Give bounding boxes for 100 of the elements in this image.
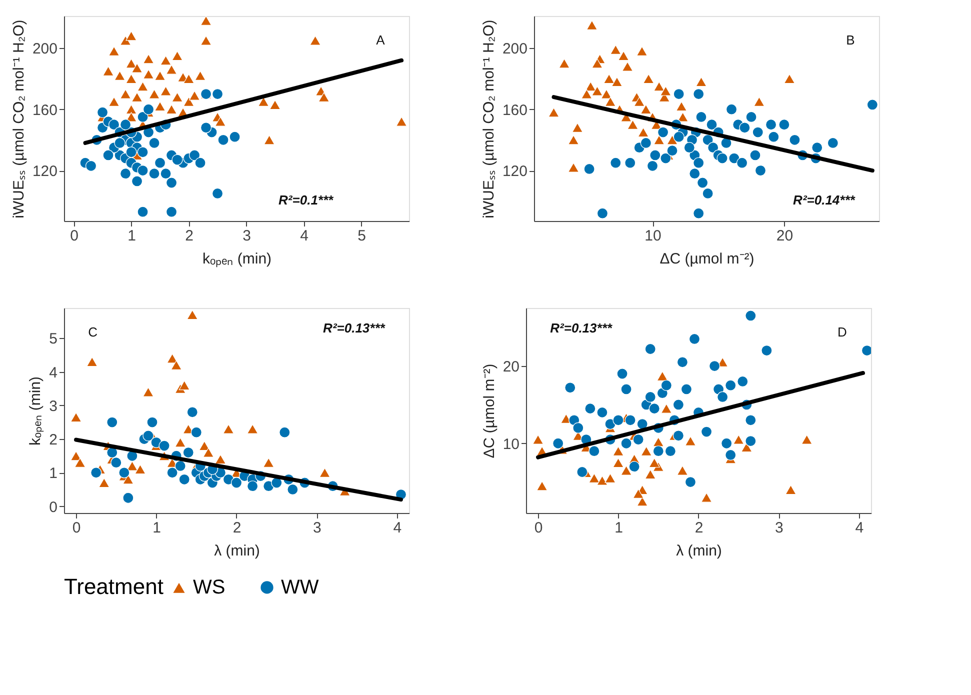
point [693,88,704,100]
point [126,74,137,84]
point [212,188,224,199]
y-tick-label: 5 [49,330,58,348]
legend-title: Treatment [64,574,164,599]
x-tick-label: 1 [128,228,136,244]
point [592,86,603,96]
point [85,160,97,172]
y-axis-title: ΔC (µmol m⁻²) [480,364,498,458]
point [126,104,137,114]
point [214,116,226,126]
x-tick-label: 0 [72,520,81,536]
point [98,478,110,488]
point [586,20,598,30]
point [108,46,120,56]
point [640,446,652,456]
point [622,62,634,72]
point [600,89,612,99]
point [584,403,596,414]
annotation: A [376,32,386,48]
point [778,119,790,130]
point [680,384,692,395]
x-tick-label: 4 [300,228,308,244]
point [721,438,732,449]
point [230,477,242,488]
point [700,426,712,438]
x-tick-label: 0 [534,520,543,536]
point [172,50,183,61]
point [664,446,676,457]
point [752,126,764,138]
point [146,416,158,428]
point [634,96,645,107]
point [200,122,212,134]
point [160,168,172,180]
point [648,403,660,414]
point [120,168,132,180]
point [247,424,258,434]
annotation: R²=0.1*** [278,192,334,208]
point [194,157,206,168]
point [154,101,166,112]
point [318,92,330,102]
point [126,146,137,158]
point [725,449,736,461]
point [148,168,160,180]
point [654,135,665,145]
point [120,119,132,130]
point [654,82,665,92]
x-axis-title: kₒₚₑₙ (min) [202,250,272,268]
point [684,142,695,154]
point [693,208,704,219]
point [620,466,632,476]
y-tick-label: 10 [502,436,520,453]
point [190,426,202,438]
point [150,436,162,448]
point [616,368,628,380]
point [174,438,186,448]
point [186,406,198,418]
point [142,126,154,138]
point [188,150,200,161]
point [126,31,137,41]
point [644,469,656,480]
x-tick-label: 1 [614,520,623,536]
point [644,343,656,355]
point [90,467,102,478]
point [264,135,275,145]
point [628,461,640,472]
point [194,70,206,81]
y-axis-title: iWUEₛₛ (µmol CO₂ mol⁻¹ H₂O) [480,20,498,218]
point [110,457,122,468]
annotation: C [88,324,98,340]
point [754,164,766,176]
point [610,44,622,54]
point [178,380,190,390]
point [660,380,672,391]
point [287,484,298,496]
point [666,135,678,145]
point [202,448,214,458]
point [812,142,823,154]
y-tick-label: 0 [49,498,58,516]
point [618,50,630,61]
point [746,111,757,123]
point [733,434,744,444]
point [596,406,608,418]
x-tick-label: 5 [358,228,366,244]
point [610,157,622,168]
point [74,458,86,468]
point [154,70,166,81]
point [660,86,672,96]
point [632,434,644,446]
point [677,112,688,122]
point [568,135,580,145]
point [652,446,664,457]
point [158,440,170,452]
point [702,134,714,146]
point [640,137,652,149]
point [604,74,615,84]
point [568,162,580,172]
point [137,82,148,92]
point [761,345,772,356]
point [673,88,684,100]
